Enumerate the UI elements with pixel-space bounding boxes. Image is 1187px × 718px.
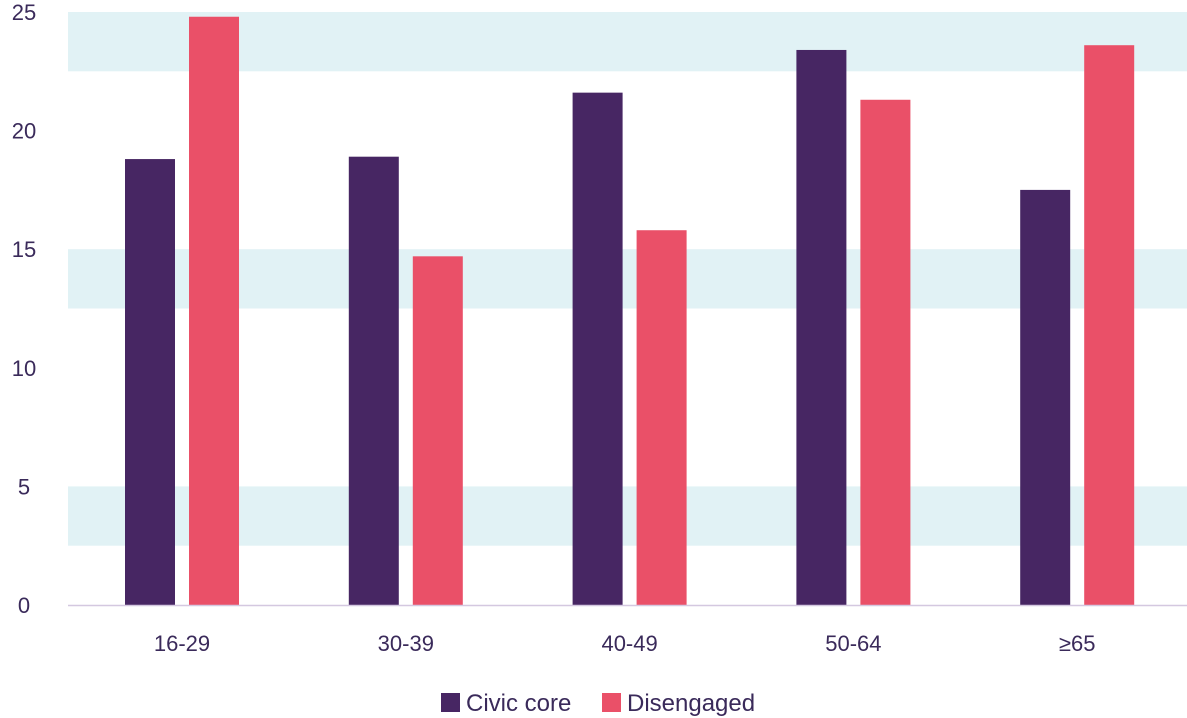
bar-disengaged-0	[189, 16, 239, 605]
bar-civic-core-3	[796, 49, 847, 605]
legend: Civic core Disengaged	[441, 690, 755, 717]
y-tick-label: 25	[12, 0, 36, 25]
x-category-label: 40-49	[601, 631, 657, 656]
legend-swatch-civic-core	[441, 693, 460, 712]
bar-civic-core-2	[572, 92, 623, 605]
x-axis-categories: 16-29 30-39 40-49 50-64 ≥65	[154, 631, 1096, 656]
background-band	[68, 249, 1187, 309]
x-category-label: 50-64	[825, 631, 881, 656]
y-tick-label: 10	[12, 356, 36, 381]
y-tick-label: 20	[12, 119, 36, 144]
legend-label: Disengaged	[627, 690, 755, 717]
bars	[125, 16, 1135, 605]
bar-disengaged-3	[860, 99, 911, 605]
x-category-label: ≥65	[1059, 631, 1096, 656]
bar-disengaged-1	[412, 256, 463, 605]
y-axis-ticks: 0 5 10 15 20 25	[12, 0, 36, 618]
background-band	[68, 486, 1187, 546]
x-category-label: 30-39	[378, 631, 434, 656]
y-tick-label: 5	[18, 474, 30, 499]
background-band	[68, 12, 1187, 72]
bar-civic-core-0	[125, 159, 175, 605]
x-category-label: 16-29	[154, 631, 210, 656]
bar-disengaged-4	[1084, 45, 1135, 605]
legend-swatch-disengaged	[602, 693, 621, 712]
y-tick-label: 0	[18, 593, 30, 618]
background-bands	[68, 12, 1187, 546]
y-tick-label: 15	[12, 237, 36, 262]
bar-civic-core-4	[1020, 189, 1071, 605]
bar-civic-core-1	[348, 156, 399, 605]
bar-disengaged-2	[636, 230, 687, 605]
legend-label: Civic core	[466, 690, 571, 717]
